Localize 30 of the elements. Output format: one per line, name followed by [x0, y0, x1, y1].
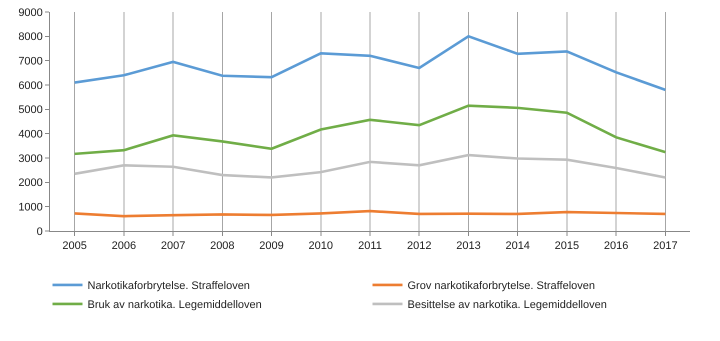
y-tick-label: 8000 [18, 31, 43, 44]
x-tick-label: 2015 [554, 240, 580, 252]
legend-label: Bruk av narkotika. Legemiddelloven [88, 299, 262, 312]
x-tick-label: 2014 [505, 240, 530, 252]
legend-label: Grov narkotikaforbrytelse. Straffeloven [408, 280, 595, 292]
x-tick-label: 2017 [653, 240, 678, 252]
y-tick-label: 1000 [18, 202, 43, 214]
line-series [73, 154, 667, 179]
y-tick-label: 0 [36, 226, 43, 238]
x-tick-label: 2013 [456, 240, 481, 252]
line-series [73, 104, 667, 156]
y-tick-label: 3000 [18, 152, 43, 165]
y-tick-label: 4000 [18, 128, 43, 141]
x-tick-label: 2012 [406, 240, 432, 252]
x-tick-label: 2009 [259, 240, 284, 252]
x-tick-label: 2010 [308, 240, 334, 252]
x-tick-label: 2016 [604, 240, 628, 252]
legend-label: Narkotikaforbrytelse. Straffeloven [88, 280, 250, 292]
x-tick-label: 2008 [210, 240, 235, 252]
x-tick-label: 2006 [112, 240, 136, 252]
y-tick-label: 5000 [18, 104, 43, 116]
y-tick-label: 7000 [18, 56, 43, 68]
line-series [73, 35, 667, 92]
y-tick-label: 2000 [18, 177, 43, 190]
x-tick-label: 2005 [62, 240, 87, 252]
y-tick-label: 6000 [18, 80, 43, 92]
x-tick-label: 2011 [358, 240, 382, 252]
y-tick-label: 9000 [18, 6, 43, 19]
legend-label: Besittelse av narkotika. Legemiddelloven [408, 299, 607, 312]
x-tick-label: 2007 [160, 240, 186, 252]
